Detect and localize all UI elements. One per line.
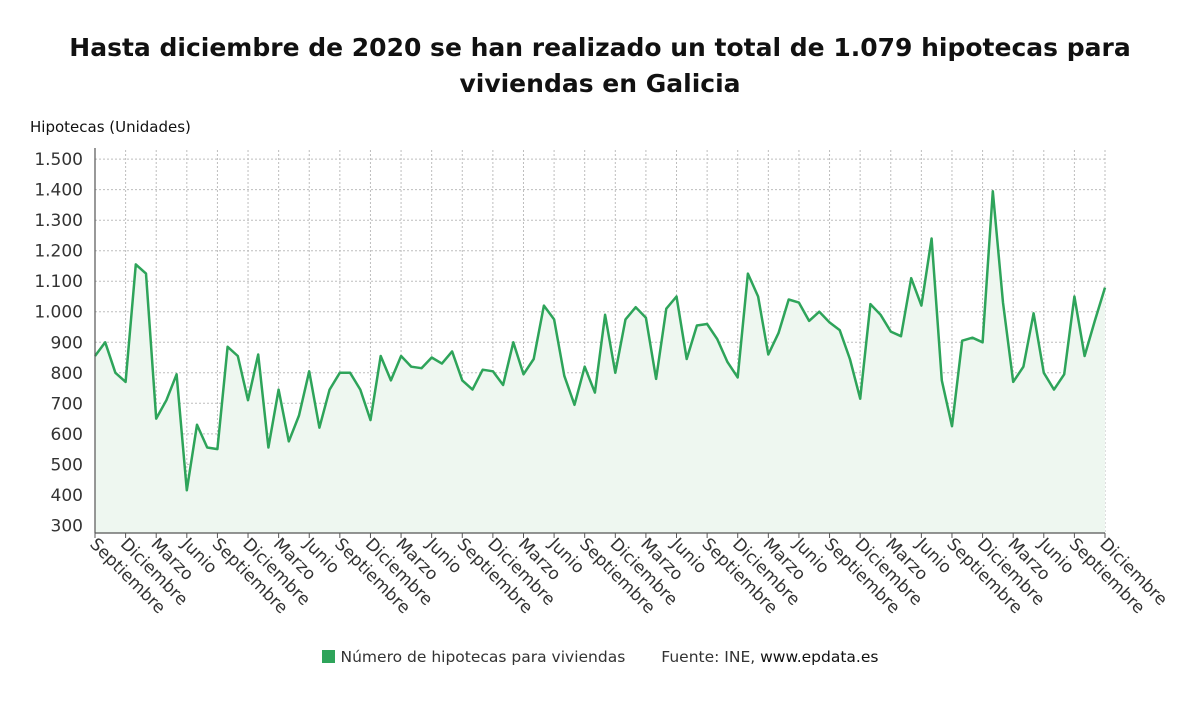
- series-line: [93, 189, 1107, 492]
- line-layer: [93, 189, 1107, 492]
- y-tick-label: 1.100: [34, 272, 83, 292]
- y-tick-label: 1.300: [34, 211, 83, 231]
- y-tick-label: 800: [51, 364, 83, 384]
- legend-swatch: [321, 650, 335, 663]
- line-chart: 300 400 500 600 700 800 900 1.000 1.100 1.200 1.30…: [34, 148, 1171, 618]
- y-tick-label: 400: [51, 486, 83, 506]
- y-tick-label: 1.000: [34, 303, 83, 323]
- y-tick-label: 1.500: [34, 150, 83, 170]
- legend-series-label: Número de hipotecas para viviendas: [340, 648, 626, 666]
- x-tick-labels: SeptiembreDiciembreMarzoJunioSeptiembreD…: [85, 534, 1171, 618]
- source-site: www.epdata.es: [760, 648, 879, 666]
- chart-title: Hasta diciembre de 2020 se han realizado…: [69, 33, 1131, 98]
- source-label: Fuente: INE,: [661, 648, 761, 666]
- axes: [94, 148, 1106, 538]
- y-tick-label: 300: [51, 516, 83, 536]
- y-tick-label: 900: [51, 333, 83, 353]
- y-tick-label: 700: [51, 394, 83, 414]
- y-tick-label: 500: [51, 455, 83, 475]
- y-tick-label: 600: [51, 425, 83, 445]
- y-axis-label: Hipotecas (Unidades): [30, 118, 191, 136]
- legend: Número de hipotecas para viviendas Fuente…: [0, 648, 1200, 666]
- y-tick-label: 1.400: [34, 181, 83, 201]
- y-tick-label: 1.200: [34, 242, 83, 262]
- y-tick-labels: 300 400 500 600 700 800 900 1.000 1.100 1.200 1.30…: [34, 150, 83, 536]
